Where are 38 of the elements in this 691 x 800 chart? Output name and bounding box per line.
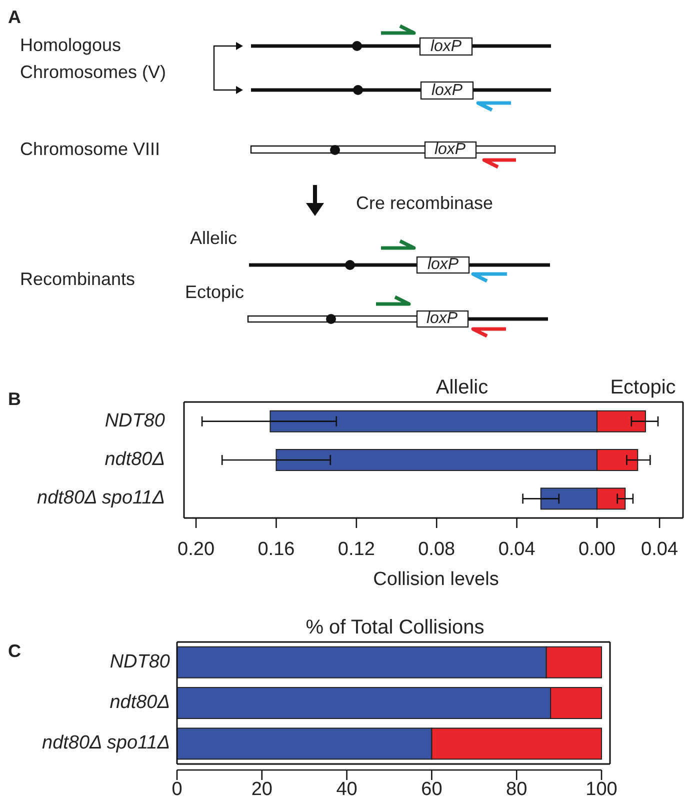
y-tick-label: ndt80Δ [104,449,165,470]
x-tick-label: 100 [586,779,618,800]
x-tick-label: 40 [336,779,358,800]
x-tick-label: 0.04 [641,539,678,560]
y-tick-label: NDT80 [104,410,166,432]
text: loxP [431,82,463,100]
text: B [8,388,21,409]
text: loxP [430,38,462,56]
text: Homologous [20,34,122,55]
x-tick-label: 0.12 [338,539,375,560]
text: Recombinants [20,268,136,289]
y-tick-label: ndt80Δ spo11Δ [42,732,170,754]
x-tick-label: 80 [506,779,528,800]
x-tick-label: 0 [172,779,182,800]
x-tick-label: 0.04 [498,539,536,560]
x-axis-title: Collision levels [373,569,499,590]
text: Cre recombinase [356,192,494,213]
y-tick-label: NDT80 [110,651,170,672]
chart-title: Allelic [436,376,488,398]
text: Chromosomes (V) [20,62,166,82]
x-tick-label: 0.20 [178,539,215,560]
text: Allelic [190,228,238,248]
y-tick-label: ndt80Δ spo11Δ [37,488,165,509]
x-tick-label: 0.16 [258,539,295,560]
x-tick-label: 20 [251,779,272,800]
chart-title: Ectopic [610,376,676,398]
text: A [8,6,21,27]
y-tick-label: ndt80Δ [110,692,170,714]
text: loxP [427,256,459,274]
x-tick-label: 0.00 [578,539,616,560]
text: loxP [426,310,458,328]
text: C [8,640,21,661]
text: loxP [434,141,466,158]
chart-title: % of Total Collisions [306,616,484,638]
text: Chromosome VIII [20,138,160,159]
x-tick-label: 60 [421,779,442,800]
x-tick-label: 0.08 [418,539,456,560]
text: Ectopic [185,282,244,302]
